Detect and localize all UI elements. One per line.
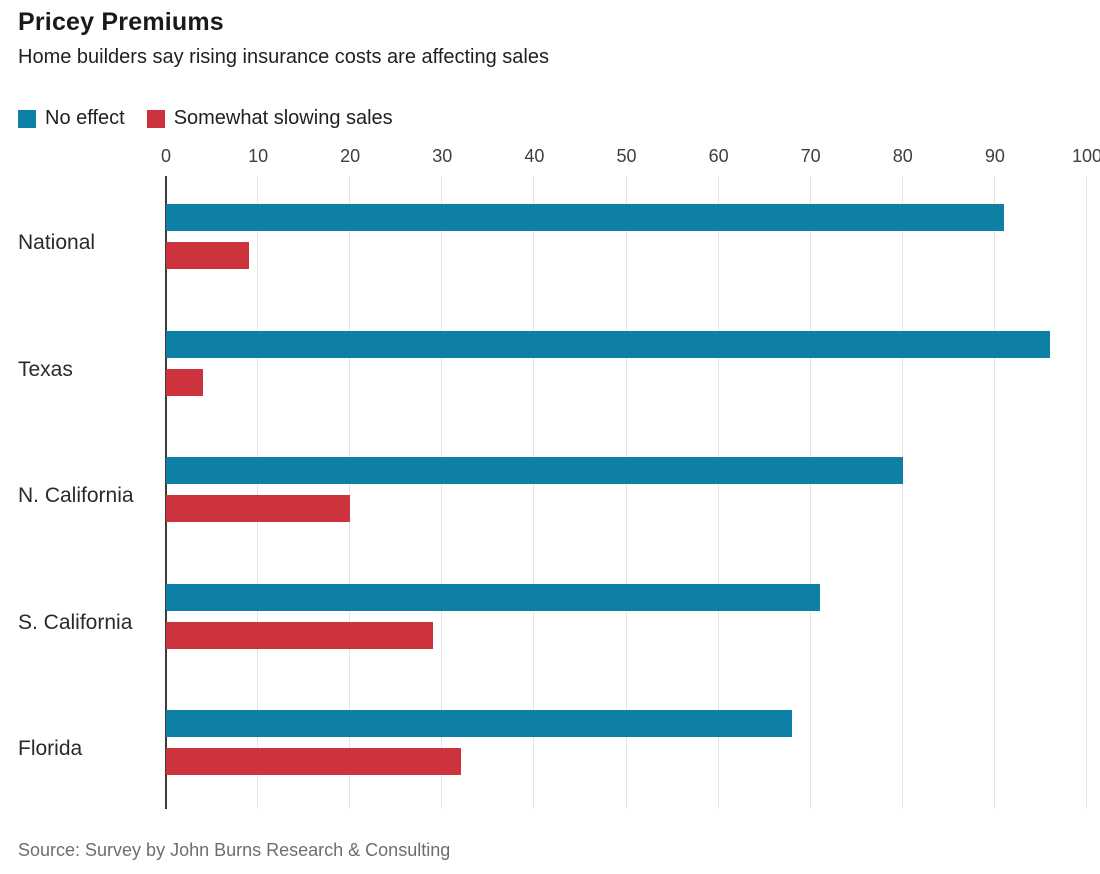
x-axis-tick: 30 (432, 146, 453, 166)
bar-somewhat-slowing-sales (166, 748, 461, 776)
gridline (717, 176, 719, 809)
legend-label: Somewhat slowing sales (173, 107, 393, 129)
gridline (993, 176, 995, 809)
gridline (809, 176, 811, 809)
legend-label: No effect (45, 107, 125, 129)
x-axis-tick: 80 (892, 146, 913, 166)
bar-no-effect (166, 710, 793, 738)
bar-somewhat-slowing-sales (166, 495, 351, 523)
plot-area (165, 176, 1087, 809)
x-axis-tick: 60 (708, 146, 729, 166)
category-label: National (18, 231, 96, 254)
category-label: N. California (18, 484, 134, 508)
category-label: S. California (18, 610, 133, 634)
legend-swatch-icon (146, 109, 165, 128)
bar-no-effect (166, 583, 820, 611)
source-credit: Source: Survey by John Burns Research & … (18, 840, 451, 860)
gridline (349, 176, 351, 809)
x-axis-ticks: 0 10 20 30 40 50 60 70 80 90 100 (161, 146, 1100, 168)
x-axis-tick: 90 (984, 146, 1005, 166)
y-axis-line (165, 176, 167, 809)
x-axis-tick: 70 (800, 146, 821, 166)
category-labels: National Texas N. California S. California F… (18, 176, 164, 809)
gridline (257, 176, 259, 809)
chart-legend: No effect Somewhat slowing sales (18, 107, 393, 130)
gridline (441, 176, 443, 809)
bar-no-effect (166, 457, 903, 485)
category-label: Texas (18, 357, 73, 381)
bar-somewhat-slowing-sales (166, 368, 203, 396)
gridline (533, 176, 535, 809)
x-axis-tick: 100 (1071, 146, 1100, 166)
gridline (1086, 176, 1087, 809)
bar-no-effect (166, 330, 1051, 358)
bar-chart: 0 10 20 30 40 50 60 70 80 90 100 National Texas N. C… (0, 146, 1100, 810)
chart-subtitle: Home builders say rising insurance costs… (18, 46, 549, 68)
gridline (901, 176, 903, 809)
x-axis-tick: 10 (248, 146, 269, 166)
x-axis-tick: 40 (524, 146, 545, 166)
legend-item: No effect (18, 107, 125, 130)
x-axis-tick: 0 (160, 146, 172, 166)
category-label: Florida (18, 737, 83, 761)
bar-no-effect (166, 204, 1005, 231)
bar-somewhat-slowing-sales (166, 242, 249, 269)
x-axis-tick: 50 (616, 146, 637, 166)
legend-swatch-icon (18, 109, 36, 128)
bar-somewhat-slowing-sales (166, 621, 434, 649)
x-axis-tick: 20 (340, 146, 361, 166)
gridline (625, 176, 627, 809)
page-title: Pricey Premiums (18, 8, 224, 36)
legend-item: Somewhat slowing sales (146, 107, 393, 130)
